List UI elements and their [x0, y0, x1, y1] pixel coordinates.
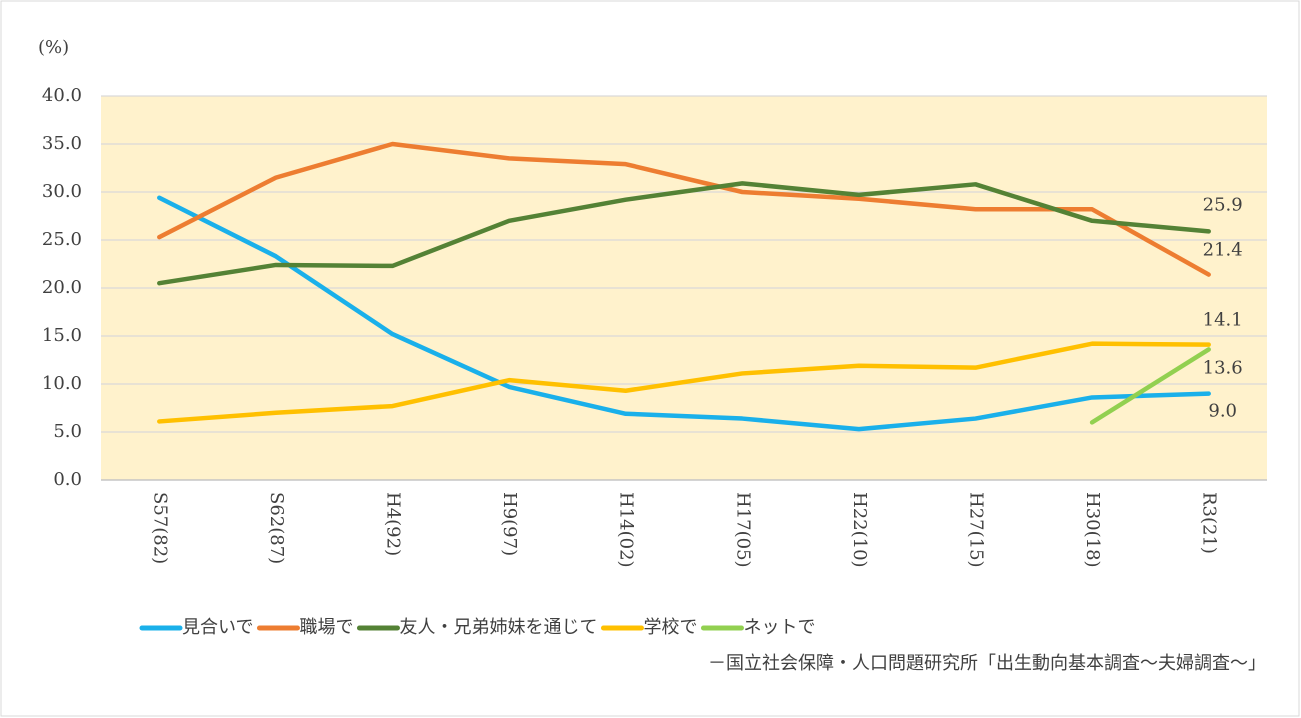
data-label: 14.1 — [1203, 310, 1243, 331]
legend-label: 職場で — [299, 617, 353, 638]
series-line — [157, 141, 1211, 277]
x-tick-label: S62(87) — [266, 492, 287, 564]
y-tick-label: 40.0 — [42, 85, 82, 106]
legend-label: 友人・兄弟姉妹を通じて — [399, 617, 597, 638]
legend-label: 見合いで — [182, 617, 253, 638]
x-tick-label: H27(15) — [966, 492, 987, 568]
y-tick-label: 15.0 — [42, 325, 82, 346]
y-tick-label: 25.0 — [42, 229, 82, 250]
y-tick-label: 30.0 — [42, 181, 82, 202]
data-label: 21.4 — [1203, 240, 1243, 261]
x-tick-label: H9(97) — [499, 492, 520, 556]
legend-label: ネットで — [743, 617, 815, 638]
x-tick-label: H22(10) — [849, 492, 870, 568]
legend-label: 学校で — [643, 617, 697, 638]
series-line — [1089, 347, 1211, 425]
source-note: －国立社会保障・人口問題研究所「出生動向基本調査～夫婦調査～」 — [708, 653, 1266, 674]
x-tick-label: H14(02) — [616, 492, 637, 568]
y-tick-label: 35.0 — [42, 133, 82, 154]
data-label: 9.0 — [1208, 401, 1237, 422]
x-tick-label: H4(92) — [383, 492, 404, 556]
x-tick-label: S57(82) — [149, 492, 170, 564]
x-tick-label: R3(21) — [1199, 492, 1220, 554]
y-tick-label: 10.0 — [42, 373, 82, 394]
series-line — [157, 181, 1211, 286]
data-label: 25.9 — [1203, 194, 1243, 215]
x-tick-label: H17(05) — [732, 492, 753, 568]
y-tick-label: 5.0 — [53, 421, 82, 442]
series-line — [157, 195, 1211, 432]
series-line — [157, 341, 1211, 424]
data-label: 13.6 — [1203, 357, 1243, 378]
x-tick-label: H30(18) — [1082, 492, 1103, 568]
y-tick-label: 0.0 — [53, 469, 82, 490]
y-tick-label: 20.0 — [42, 277, 82, 298]
y-axis-label: (%) — [38, 37, 69, 58]
